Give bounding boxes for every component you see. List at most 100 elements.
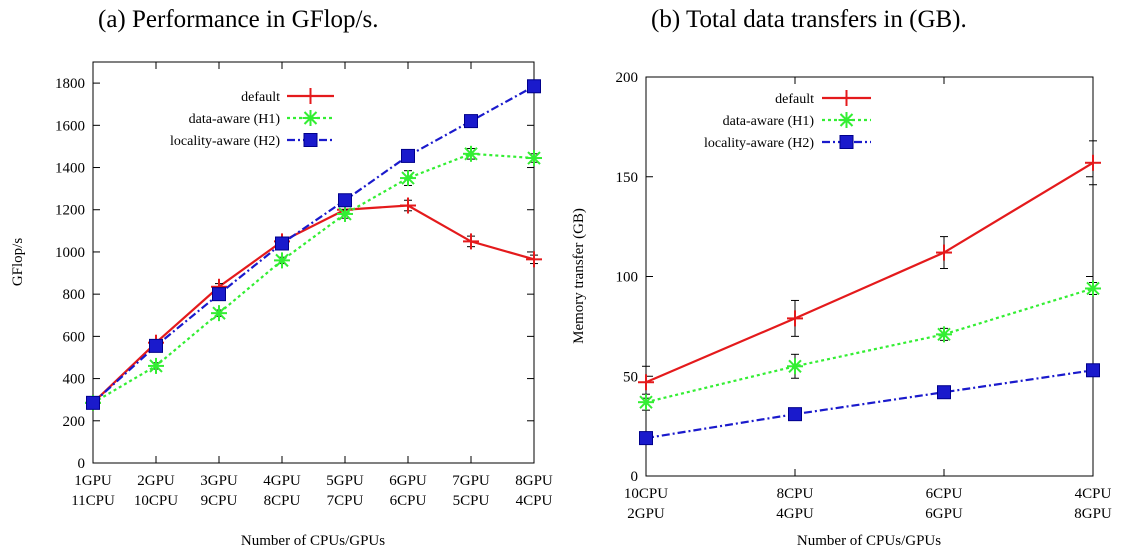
data-point (787, 310, 803, 327)
x-tick-label: 5CPU (453, 493, 490, 509)
legend-label: data-aware (H1) (723, 114, 815, 129)
x-tick-label: 3GPU (200, 473, 238, 489)
legend-marker (839, 135, 854, 149)
x-tick-label: 8GPU (1074, 506, 1112, 522)
data-point (463, 145, 479, 162)
data-point (464, 114, 478, 129)
legend-label: default (775, 92, 814, 107)
y-tick-label: 1800 (55, 76, 85, 92)
data-point (463, 233, 479, 250)
legend-marker (303, 133, 318, 147)
x-tick-label: 2GPU (627, 506, 665, 522)
chart-a-ylabel: GFlop/s (10, 238, 26, 287)
y-tick-label: 150 (616, 170, 639, 186)
x-tick-label: 5GPU (326, 473, 364, 489)
x-tick-label: 7GPU (452, 473, 490, 489)
chart-a-y-axis: 0 200 400 600 800 1000 1200 1400 1600 1800 (55, 76, 534, 472)
x-tick-label: 6GPU (389, 473, 427, 489)
data-point (526, 251, 542, 268)
chart-a-legend: default data-aware (H1) locality-aware (H2… (170, 88, 334, 149)
y-tick-label: 200 (63, 414, 86, 430)
y-tick-label: 800 (63, 287, 86, 303)
series-line (645, 369, 1094, 440)
x-tick-label: 6CPU (390, 493, 427, 509)
legend-label: data-aware (H1) (189, 112, 281, 127)
chart-a-x-axis: 1GPU 11CPU 2GPU 10CPU 3GPU 9CPU 4GPU 8CPU 5GPU 7C… (71, 62, 553, 509)
legend-label: locality-aware (H2) (704, 136, 814, 151)
series-star (638, 280, 1101, 411)
data-point (400, 170, 416, 187)
series-line (645, 161, 1094, 384)
chart-b-xlabel: Number of CPUs/GPUs (797, 533, 941, 549)
data-point (401, 148, 415, 163)
y-tick-label: 200 (616, 70, 639, 86)
x-tick-label: 8GPU (515, 473, 553, 489)
legend-marker (838, 90, 855, 106)
data-point (211, 305, 227, 322)
chart-b-series (638, 140, 1101, 446)
y-tick-label: 50 (623, 369, 638, 385)
x-tick-label: 4CPU (516, 493, 553, 509)
x-tick-label: 4GPU (263, 473, 301, 489)
series-line (92, 85, 535, 404)
data-point (788, 407, 802, 422)
y-tick-label: 0 (78, 456, 86, 472)
data-point (527, 79, 541, 94)
data-point (936, 326, 952, 343)
x-tick-label: 2GPU (137, 473, 175, 489)
legend-marker (302, 88, 319, 104)
chart-a-series (85, 79, 542, 411)
x-tick-label: 6GPU (925, 506, 963, 522)
series-plus (638, 140, 1101, 399)
series-line (92, 204, 535, 404)
data-point (638, 374, 654, 391)
data-point (337, 205, 353, 222)
y-tick-label: 1600 (55, 118, 85, 134)
data-point (274, 252, 290, 269)
x-tick-label: 10CPU (624, 486, 668, 502)
x-tick-label: 11CPU (71, 493, 115, 509)
data-point (338, 193, 352, 208)
y-tick-label: 1200 (55, 203, 85, 219)
data-point (86, 395, 100, 410)
x-tick-label: 7CPU (327, 493, 364, 509)
data-point (149, 338, 163, 353)
data-point (400, 197, 416, 214)
data-point (936, 244, 952, 261)
x-tick-label: 6CPU (926, 486, 963, 502)
legend-label: default (241, 90, 280, 105)
chart-a: GFlop/s Number of CPUs/GPUs 0 200 400 600 80… (10, 61, 553, 549)
data-point (1086, 363, 1100, 378)
y-tick-label: 400 (63, 372, 86, 388)
data-point (787, 358, 803, 375)
data-point (638, 394, 654, 411)
chart-b-legend: default data-aware (H1) locality-aware (H2… (704, 90, 871, 151)
data-point (212, 287, 226, 302)
x-tick-label: 1GPU (74, 473, 112, 489)
x-tick-label: 10CPU (134, 493, 178, 509)
chart-b-title: (b) Total data transfers in (GB). (651, 6, 967, 33)
x-tick-label: 4GPU (776, 506, 814, 522)
legend-label: locality-aware (H2) (170, 134, 280, 149)
x-tick-label: 9CPU (201, 493, 238, 509)
series-star (85, 145, 542, 411)
legend-marker (302, 110, 319, 126)
series-square (86, 79, 541, 410)
data-point (275, 236, 289, 251)
chart-a-xlabel: Number of CPUs/GPUs (241, 533, 385, 549)
x-tick-label: 8CPU (777, 486, 814, 502)
series-line (92, 152, 535, 404)
chart-b: Memory transfer (GB) Number of CPUs/GPUs… (571, 70, 1112, 549)
data-point (1085, 280, 1101, 297)
data-point (526, 150, 542, 167)
y-tick-label: 0 (631, 469, 639, 485)
series-line (645, 287, 1094, 404)
x-tick-label: 4CPU (1075, 486, 1112, 502)
data-point (1085, 154, 1101, 171)
series-plus (85, 197, 542, 411)
chart-b-y-axis: 0 50 100 150 200 (616, 70, 1093, 485)
y-tick-label: 600 (63, 329, 86, 345)
series-square (639, 363, 1100, 446)
data-point (148, 357, 164, 374)
